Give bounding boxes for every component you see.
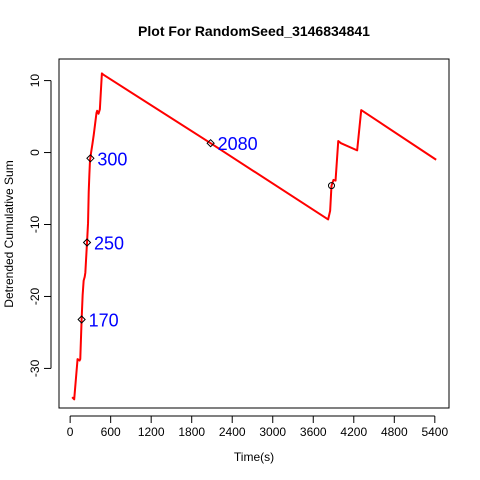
y-tick-label: -30 (28, 359, 42, 377)
annotation-label: 300 (97, 149, 127, 169)
annotation-layer: 170 250 300 2080 (89, 134, 258, 330)
x-axis-label: Time(s) (234, 450, 274, 464)
y-tick-label: 10 (28, 74, 42, 88)
x-tick-label: 3000 (259, 425, 286, 439)
x-tick-label: 3600 (300, 425, 327, 439)
x-tick-label: 1200 (138, 425, 165, 439)
annotation-label: 250 (94, 233, 124, 253)
x-tick-label: 2400 (219, 425, 246, 439)
x-axis: 0 600 1200 1800 2400 3000 3600 4200 4800 5400 (67, 416, 449, 439)
x-tick-label: 1800 (178, 425, 205, 439)
annotation-label: 2080 (218, 134, 258, 154)
x-tick-label: 0 (67, 425, 74, 439)
x-tick-label: 4200 (340, 425, 367, 439)
y-axis: -30 -20 -10 0 10 (28, 74, 51, 378)
annotation-label: 170 (89, 310, 119, 330)
y-tick-label: -20 (28, 287, 42, 305)
x-tick-label: 5400 (421, 425, 448, 439)
x-tick-label: 4800 (381, 425, 408, 439)
x-tick-label: 600 (101, 425, 121, 439)
y-axis-label: Detrended Cumulative Sum (2, 160, 16, 307)
y-tick-label: -10 (28, 216, 42, 234)
y-tick-label: 0 (28, 149, 42, 156)
chart-title: Plot For RandomSeed_3146834841 (138, 23, 370, 39)
series-line (72, 73, 436, 399)
series-layer (72, 73, 436, 399)
